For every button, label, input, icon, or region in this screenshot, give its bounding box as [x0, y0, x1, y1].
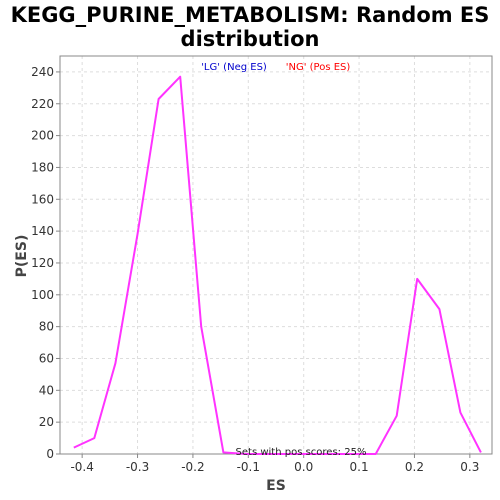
x-tick-label: 0.2 — [405, 460, 424, 474]
y-tick-label: 140 — [31, 224, 54, 238]
x-tick-label: 0.3 — [460, 460, 479, 474]
x-tick-label: 0.0 — [294, 460, 313, 474]
y-tick-label: 0 — [46, 447, 54, 461]
x-tick-label: -0.2 — [181, 460, 204, 474]
y-tick-label: 200 — [31, 129, 54, 143]
y-tick-label: 180 — [31, 160, 54, 174]
y-axis: 0 20 40 60 80 100 120 140 160 180 200 220 240 — [31, 65, 60, 461]
chart-title-line-2: distribution — [181, 27, 320, 51]
y-tick-label: 220 — [31, 97, 54, 111]
y-tick-label: 80 — [39, 320, 54, 334]
y-tick-label: 160 — [31, 192, 54, 206]
y-tick-label: 240 — [31, 65, 54, 79]
x-axis-label: ES — [266, 478, 286, 494]
legend-pos-es: 'NG' (Pos ES) — [286, 62, 351, 73]
y-axis-label: P(ES) — [14, 235, 30, 278]
legend-neg-es: 'LG' (Neg ES) — [201, 62, 267, 73]
x-tick-label: 0.1 — [350, 460, 369, 474]
grid — [60, 56, 492, 455]
pos-scores-annotation: Sets with pos scores: 25% — [236, 447, 367, 458]
y-tick-label: 20 — [39, 415, 54, 429]
y-tick-label: 120 — [31, 256, 54, 270]
y-tick-label: 60 — [39, 351, 54, 365]
x-tick-label: -0.1 — [237, 460, 260, 474]
x-tick-label: -0.3 — [126, 460, 149, 474]
x-tick-label: -0.4 — [70, 460, 93, 474]
y-tick-label: 100 — [31, 288, 54, 302]
y-tick-label: 40 — [39, 383, 54, 397]
chart-title-line-1: KEGG_PURINE_METABOLISM: Random ES — [11, 3, 490, 27]
series-line — [73, 75, 482, 455]
x-axis: -0.4 -0.3 -0.2 -0.1 0.0 0.1 0.2 0.3 — [70, 454, 479, 474]
